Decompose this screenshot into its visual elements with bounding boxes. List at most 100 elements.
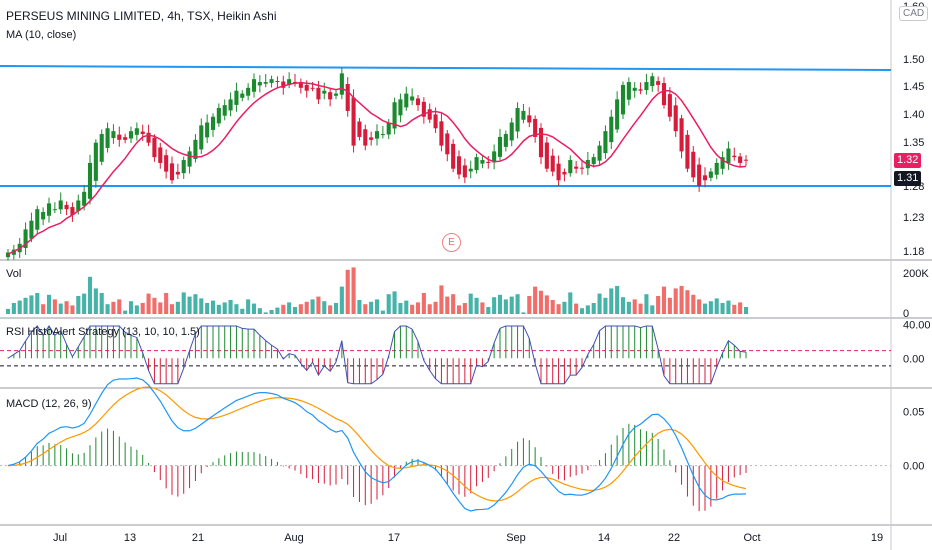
candle-body (292, 81, 298, 83)
y-tick-label: 1.40 (903, 109, 924, 121)
candle-body (386, 122, 391, 135)
volume-bar (726, 300, 731, 314)
volume-bar (398, 303, 403, 314)
volume-bar (415, 302, 421, 314)
volume-bar (222, 302, 227, 314)
candle-body (298, 81, 303, 88)
volume-bar (544, 295, 549, 314)
volume-bar (363, 304, 368, 314)
volume-bar (433, 301, 438, 314)
volume-bar (216, 304, 221, 314)
channel-upper-line (0, 65, 892, 71)
volume-bar (210, 300, 216, 314)
volume-bar (474, 297, 479, 314)
candle-body (732, 155, 737, 158)
candle-body (251, 79, 257, 92)
candle-body (433, 114, 438, 129)
candle-body (123, 137, 128, 140)
candle-body (76, 200, 81, 211)
volume-bar (41, 304, 46, 314)
earnings-marker[interactable]: E (442, 233, 461, 252)
volume-bar (310, 299, 315, 314)
candle-body (158, 147, 163, 163)
candle-body (304, 84, 309, 91)
ma-line (7, 81, 747, 255)
x-tick-label: 14 (598, 532, 610, 544)
candle-body (544, 142, 549, 169)
volume-bar (205, 303, 210, 314)
volume-bar (140, 303, 145, 314)
volume-bar (35, 293, 40, 314)
rsi-line (7, 325, 747, 385)
candle-body (421, 101, 426, 117)
candle-body (439, 121, 444, 146)
volume-bar (410, 304, 415, 314)
candle-body (550, 155, 555, 172)
candle-body (328, 92, 333, 100)
candle-body (316, 87, 321, 100)
candle-body (656, 81, 661, 85)
candle-body (615, 99, 620, 130)
y-tick-label: 1.18 (903, 246, 924, 258)
candle-body (111, 131, 116, 139)
volume-bar (257, 308, 262, 314)
volume-bar (667, 297, 672, 314)
volume-bar (228, 300, 233, 314)
volume-bar (298, 304, 303, 314)
volume-bar (152, 297, 157, 314)
candle-body (58, 200, 63, 210)
x-tick-label: 19 (871, 532, 883, 544)
volume-bar (328, 305, 333, 314)
candle-body (35, 209, 40, 230)
volume-bar (685, 290, 690, 314)
volume-bar (550, 300, 555, 314)
x-tick-label: 21 (192, 532, 204, 544)
candle-body (445, 133, 450, 155)
candle-body (193, 139, 198, 159)
volume-bar (626, 301, 631, 314)
volume-bar (527, 296, 532, 314)
candle-body (181, 160, 186, 174)
currency-button[interactable]: CAD (899, 6, 929, 21)
volume-bar (357, 300, 362, 314)
candle-body (29, 220, 34, 239)
candle-body (527, 115, 532, 123)
volume-bar (486, 307, 491, 314)
candle-body (339, 73, 344, 95)
volume-bar (620, 297, 626, 314)
candle-body (93, 142, 98, 181)
volume-bar (263, 312, 268, 314)
candle-body (451, 143, 456, 169)
candle-body (351, 97, 356, 146)
volume-bar (304, 301, 309, 314)
volume-bar (521, 312, 526, 314)
volume-bar (316, 296, 321, 314)
candle-body (462, 165, 467, 178)
candle-body (591, 157, 596, 165)
x-tick-label: 22 (668, 532, 680, 544)
volume-bar (638, 303, 643, 314)
candle-body (11, 249, 16, 255)
volume-bar (697, 299, 702, 314)
candle-body (52, 209, 57, 211)
candle-body (345, 84, 350, 111)
volume-bar (562, 301, 567, 314)
candle-body (562, 171, 567, 175)
volume-bar (87, 276, 93, 314)
volume-bar (480, 302, 485, 314)
candle-body (673, 105, 678, 132)
candle-body (738, 156, 743, 163)
volume-bar (292, 307, 298, 314)
volume-bar (462, 303, 467, 314)
volume-bar (199, 298, 204, 314)
volume-bar (632, 299, 637, 314)
x-tick-label: 13 (124, 532, 136, 544)
candle-body (661, 83, 667, 106)
candle-body (427, 109, 432, 120)
volume-bar (503, 299, 508, 314)
x-tick-label: Jul (53, 532, 67, 544)
candle-body (99, 134, 104, 162)
volume-bar (650, 305, 655, 314)
candle-body (140, 131, 145, 135)
